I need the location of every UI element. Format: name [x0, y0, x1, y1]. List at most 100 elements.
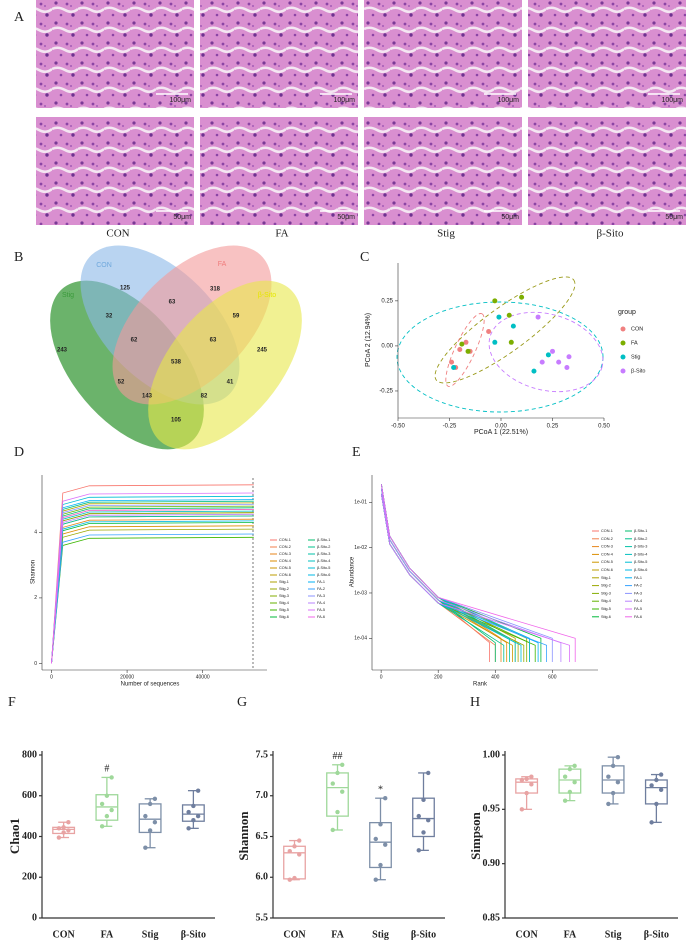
series-line: [51, 512, 254, 664]
point: [524, 776, 529, 782]
legend-label: CON-4: [279, 559, 291, 563]
series-line: [381, 484, 502, 662]
x-tick-label: -0.25: [443, 424, 457, 430]
legend-label: CON-6: [601, 568, 613, 572]
legend-label: CON-3: [279, 552, 291, 556]
series-line: [51, 507, 254, 664]
point: [191, 818, 196, 823]
point: [421, 830, 426, 835]
x-tick-label: β-Sito: [181, 929, 206, 940]
legend-label: FA-6: [634, 615, 642, 619]
significance: #: [104, 764, 109, 775]
y-tick-label: 1e-02: [354, 545, 367, 551]
y-tick-label: 200: [22, 872, 37, 883]
point: [147, 801, 153, 807]
x-tick-label: 40000: [196, 674, 210, 680]
x-tick-label: 0.50: [598, 424, 610, 430]
point: [457, 347, 463, 353]
x-tick-label: Stig: [605, 929, 622, 940]
y-tick-label: 600: [22, 790, 37, 801]
point: [287, 848, 292, 854]
legend-label: FA-2: [634, 584, 642, 588]
point: [449, 359, 455, 365]
box: [283, 845, 306, 880]
x-tick-label: Stig: [372, 929, 389, 940]
legend-label: Stig-2: [279, 587, 289, 591]
point: [373, 877, 378, 882]
point: [195, 788, 201, 793]
point: [378, 822, 383, 827]
y-tick-label: 5.5: [256, 912, 269, 923]
venn-set-label: CON: [96, 262, 112, 269]
legend-label: β-Sito-2: [634, 537, 647, 541]
series-line: [381, 494, 525, 662]
legend-label: Stig-1: [279, 580, 289, 584]
legend-label: Stig-4: [279, 601, 289, 605]
x-tick-label: 600: [548, 674, 557, 680]
y-axis-title: Shannon: [31, 560, 37, 584]
y-tick-label: 0: [34, 661, 37, 667]
point: [572, 763, 577, 769]
point: [562, 798, 568, 803]
point: [492, 298, 498, 304]
legend-label: Stig-6: [601, 615, 611, 619]
legend-label: CON-5: [601, 560, 613, 564]
point: [152, 796, 158, 802]
y-axis-title: Shannon: [236, 811, 251, 861]
series-line: [381, 494, 496, 662]
point: [529, 774, 534, 779]
series-line: [381, 484, 553, 662]
legend-label: β-Sito-1: [317, 538, 330, 542]
point: [61, 825, 66, 830]
legend-label: FA-1: [317, 580, 325, 584]
point: [416, 848, 421, 853]
venn-count: 125: [120, 286, 131, 292]
point: [66, 820, 71, 825]
scale-bar-label: 50μm: [337, 214, 355, 221]
legend-swatch: [620, 368, 626, 374]
point: [99, 824, 105, 829]
histology-panel: [36, 0, 686, 225]
legend-label: FA-6: [317, 615, 325, 619]
y-axis-title: Chao1: [7, 818, 22, 854]
point: [104, 793, 110, 798]
series-line: [381, 488, 490, 662]
micrograph: [200, 117, 358, 225]
point: [373, 836, 378, 842]
legend-label: Stig-2: [601, 584, 611, 588]
panel-label: B: [14, 250, 23, 265]
legend-label: Stig-3: [279, 594, 289, 598]
x-tick-label: Stig: [142, 929, 159, 940]
box: [558, 768, 582, 794]
point: [496, 314, 502, 320]
point: [562, 774, 568, 779]
point: [459, 341, 465, 347]
point: [654, 801, 659, 807]
panel-label: D: [14, 445, 24, 460]
point: [99, 801, 105, 807]
venn-set-label: Stig: [62, 292, 74, 299]
point: [143, 813, 148, 819]
scale-bar-label: 100μm: [497, 97, 519, 104]
micrograph: [200, 0, 358, 108]
micrograph: [528, 0, 686, 108]
legend-label: FA-4: [634, 599, 642, 603]
legend-label: CON-2: [601, 537, 613, 541]
point: [529, 782, 534, 787]
legend-label: Stig-3: [601, 591, 611, 595]
x-tick-label: β-Sito: [411, 929, 436, 940]
box: [369, 821, 392, 869]
y-tick-label: 0.00: [381, 343, 393, 349]
venn-count: 52: [118, 380, 125, 386]
legend-label: β-Sito-5: [634, 560, 647, 564]
point: [550, 348, 555, 354]
legend-label: Stig-4: [601, 599, 611, 603]
y-tick-label: -0.25: [379, 389, 393, 395]
point: [606, 774, 611, 779]
y-tick-label: 0.90: [483, 858, 501, 869]
y-axis-title: PCoA 2 (12.94%): [365, 313, 372, 367]
x-axis-title: Rank: [473, 682, 488, 688]
point: [567, 789, 573, 795]
point: [539, 359, 545, 365]
